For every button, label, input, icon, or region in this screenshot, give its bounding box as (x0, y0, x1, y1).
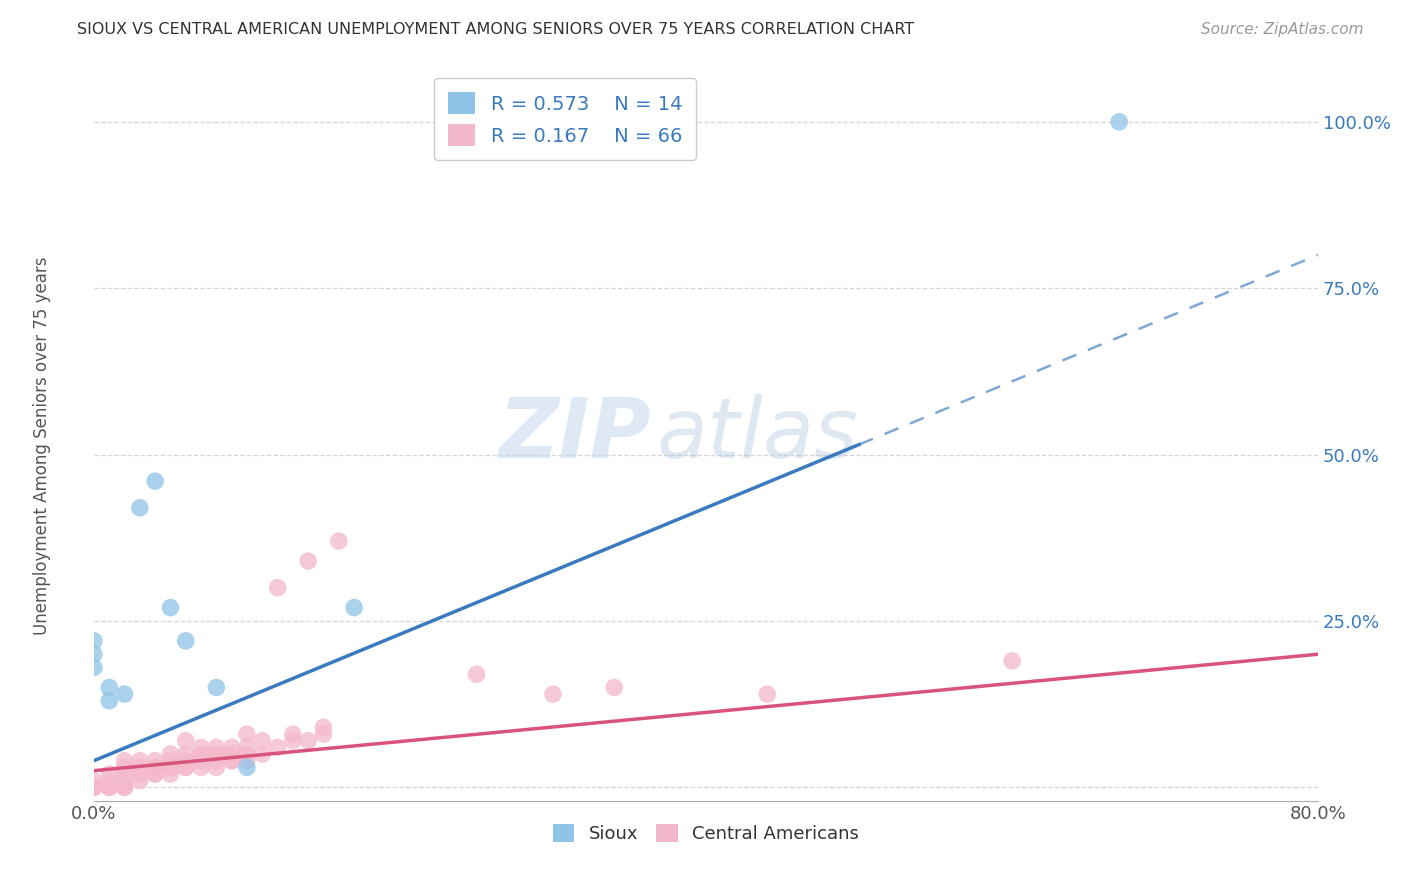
Point (143, 767, 166, 781)
Point (756, 687, 779, 701)
Point (541, 687, 564, 701)
Point (114, 773, 136, 788)
Point (114, 780, 136, 795)
Point (98, 767, 121, 781)
Point (159, 760, 181, 774)
Point (205, 747, 228, 761)
Point (128, 773, 150, 788)
Point (190, 740, 212, 755)
Point (190, 754, 212, 768)
Point (174, 754, 197, 768)
Point (297, 554, 319, 568)
Point (266, 740, 288, 755)
Point (236, 747, 259, 761)
Point (114, 687, 136, 701)
Point (205, 740, 228, 755)
Point (281, 727, 304, 741)
Point (159, 767, 181, 781)
Legend: R = 0.573    N = 14, R = 0.167    N = 66: R = 0.573 N = 14, R = 0.167 N = 66 (434, 78, 696, 160)
Point (159, 600, 181, 615)
Point (266, 581, 288, 595)
Point (328, 534, 350, 549)
Point (83, 647, 105, 661)
Point (83, 780, 105, 795)
Point (98, 780, 121, 795)
Point (114, 780, 136, 795)
Point (236, 760, 259, 774)
Point (159, 754, 181, 768)
Point (143, 474, 166, 488)
Point (98, 681, 121, 695)
Point (221, 754, 243, 768)
Point (128, 500, 150, 515)
Point (83, 780, 105, 795)
Point (128, 767, 150, 781)
Point (98, 694, 121, 708)
Point (98, 773, 121, 788)
Point (143, 754, 166, 768)
Point (174, 633, 197, 648)
Point (236, 740, 259, 755)
Point (252, 747, 274, 761)
Point (221, 754, 243, 768)
Point (114, 767, 136, 781)
Point (343, 600, 366, 615)
Point (297, 733, 319, 747)
Point (190, 760, 212, 774)
Point (174, 747, 197, 761)
Point (174, 733, 197, 747)
Point (128, 760, 150, 774)
Point (174, 760, 197, 774)
Point (1108, 115, 1130, 129)
Point (465, 667, 488, 681)
Point (159, 747, 181, 761)
Text: SIOUX VS CENTRAL AMERICAN UNEMPLOYMENT AMONG SENIORS OVER 75 YEARS CORRELATION C: SIOUX VS CENTRAL AMERICAN UNEMPLOYMENT A… (77, 22, 914, 37)
Point (143, 760, 166, 774)
Point (205, 747, 228, 761)
Text: Source: ZipAtlas.com: Source: ZipAtlas.com (1201, 22, 1364, 37)
Point (236, 727, 259, 741)
Point (603, 681, 626, 695)
Point (221, 747, 243, 761)
Point (205, 760, 228, 774)
Point (83, 780, 105, 795)
Point (159, 760, 181, 774)
Text: Unemployment Among Seniors over 75 years: Unemployment Among Seniors over 75 years (34, 257, 51, 635)
Point (312, 727, 335, 741)
Point (128, 754, 150, 768)
Text: atlas: atlas (657, 394, 859, 475)
Point (252, 733, 274, 747)
Point (221, 740, 243, 755)
Point (83, 773, 105, 788)
Point (114, 760, 136, 774)
Point (312, 720, 335, 734)
Point (205, 754, 228, 768)
Point (236, 754, 259, 768)
Point (1001, 654, 1024, 668)
Point (98, 780, 121, 795)
Point (174, 760, 197, 774)
Point (143, 760, 166, 774)
Point (281, 733, 304, 747)
Point (190, 747, 212, 761)
Text: ZIP: ZIP (498, 394, 651, 475)
Point (83, 660, 105, 674)
Point (83, 633, 105, 648)
Point (114, 754, 136, 768)
Point (143, 767, 166, 781)
Point (205, 681, 228, 695)
